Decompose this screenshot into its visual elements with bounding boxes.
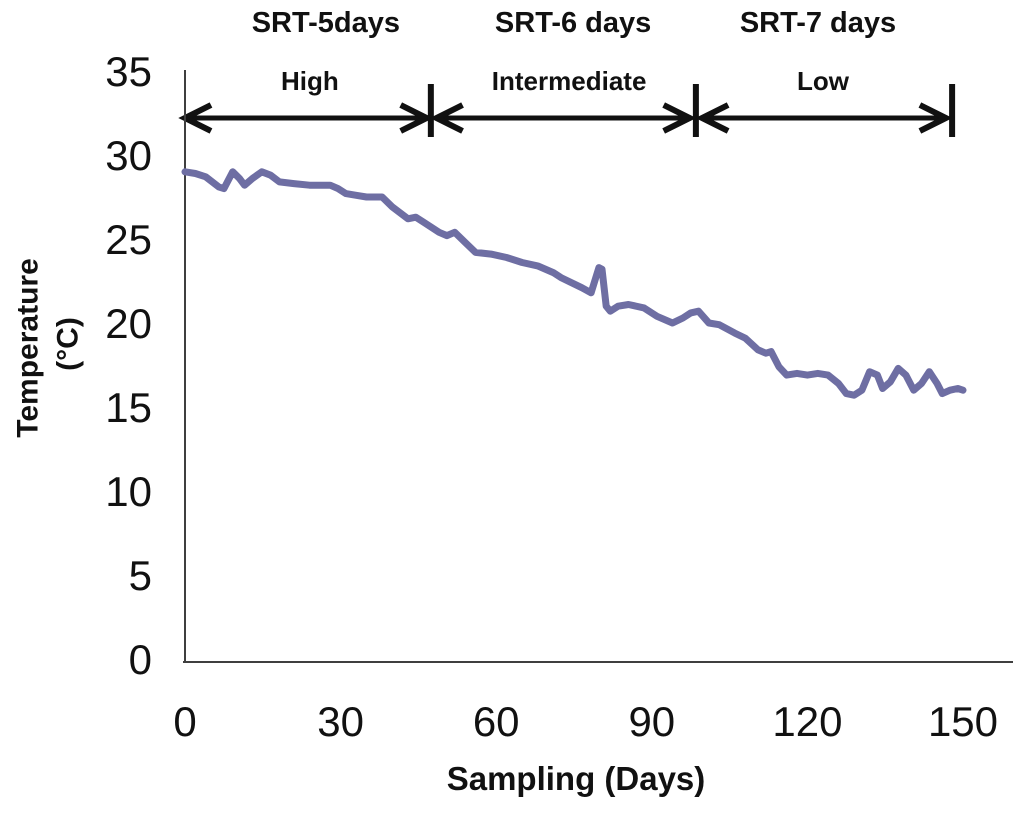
- y-tick-label: 0: [129, 636, 152, 683]
- y-axis-title-line2: (°C): [52, 317, 85, 371]
- y-axis-title-line1: Temperature: [12, 258, 45, 438]
- y-tick-label: 15: [105, 384, 152, 431]
- arrowhead-right-icon: [662, 102, 697, 134]
- y-tick-label: 25: [105, 216, 152, 263]
- x-tick-label: 30: [317, 698, 364, 745]
- x-tick-label: 150: [928, 698, 998, 745]
- srt-region: SRT-5days High: [178, 7, 434, 137]
- x-tick-label: 120: [772, 698, 842, 745]
- region-srt-label: SRT-6 days: [495, 7, 651, 39]
- srt-region-annotations: SRT-5days High SRT-6 days Intermediate SRT-7…: [178, 7, 956, 137]
- srt-region: SRT-7 days Low: [695, 7, 956, 137]
- arrowhead-left-icon: [429, 102, 464, 134]
- region-srt-label: SRT-7 days: [740, 7, 896, 39]
- tick-labels: 0 5 10 15 20 25 30 35 0 30 60 90 120 150: [105, 48, 998, 745]
- srt-region: SRT-6 days Intermediate: [429, 7, 699, 137]
- region-level-label: Low: [797, 66, 850, 96]
- x-tick-label: 60: [473, 698, 520, 745]
- x-tick-label: 90: [628, 698, 675, 745]
- axes: [183, 70, 1013, 663]
- region-level-label: Intermediate: [492, 66, 647, 96]
- temperature-line: [181, 168, 967, 399]
- y-tick-label: 5: [129, 552, 152, 599]
- y-tick-label: 35: [105, 48, 152, 95]
- arrowhead-left-icon: [695, 102, 730, 134]
- region-level-label: High: [281, 66, 339, 96]
- data-series: [181, 168, 967, 399]
- region-srt-label: SRT-5days: [252, 7, 400, 39]
- arrowhead-right-icon: [399, 102, 434, 134]
- x-tick-label: 0: [173, 698, 196, 745]
- y-tick-label: 10: [105, 468, 152, 515]
- y-tick-label: 30: [105, 132, 152, 179]
- x-axis-title: Sampling (Days): [447, 760, 706, 797]
- arrowhead-right-icon: [918, 102, 953, 134]
- y-tick-label: 20: [105, 300, 152, 347]
